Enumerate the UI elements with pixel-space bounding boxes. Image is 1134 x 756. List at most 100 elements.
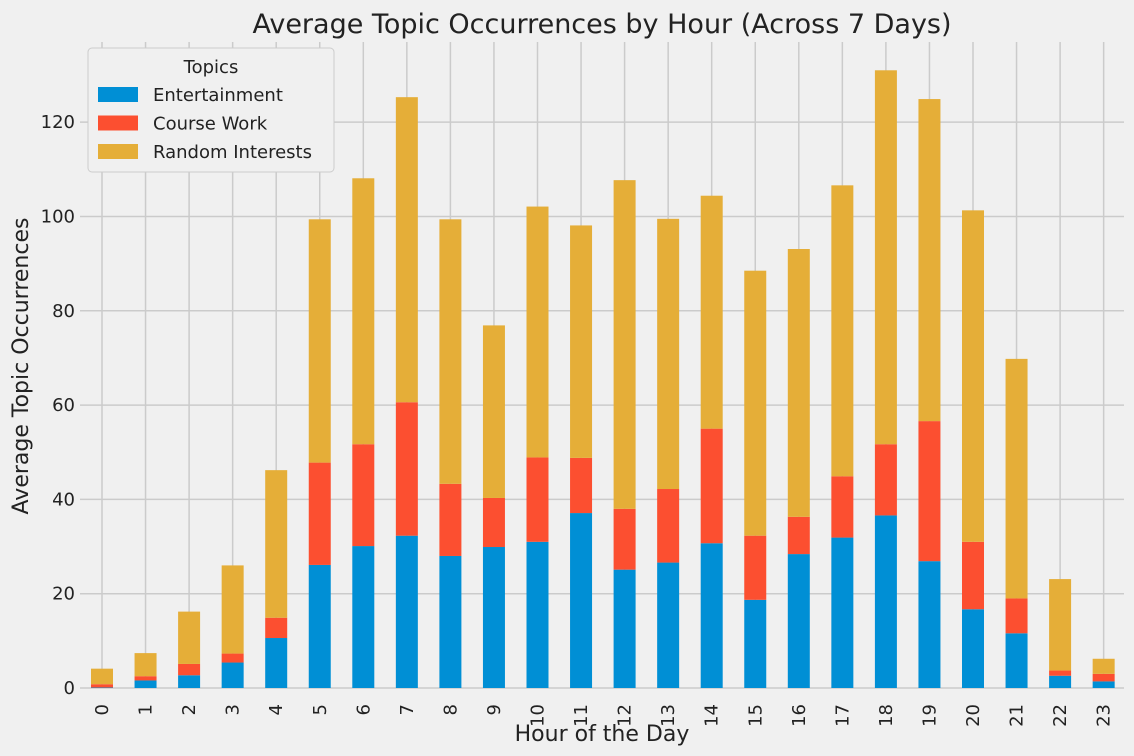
legend-items: Entertainment Course Work Random Interests <box>98 85 312 163</box>
y-tick-label: 40 <box>52 489 75 510</box>
legend-label: Entertainment <box>153 85 283 106</box>
bar-segment <box>1005 598 1028 634</box>
bar-segment <box>308 219 331 463</box>
x-tick-label: 20 <box>963 704 984 727</box>
bar-segment <box>91 668 113 685</box>
bar-segment <box>1092 681 1115 688</box>
x-tick-label: 10 <box>528 704 549 727</box>
x-tick-label: 0 <box>92 704 113 715</box>
bar-segment <box>918 561 941 688</box>
bar-segment <box>178 611 201 664</box>
bar-segment <box>221 565 244 654</box>
legend-title: Topics <box>183 57 239 78</box>
bar-segment <box>265 470 288 618</box>
bar-segment <box>134 653 157 677</box>
bar-segment <box>526 541 549 688</box>
chart-title: Average Topic Occurrences by Hour (Acros… <box>252 9 951 40</box>
bar-segment <box>308 564 331 688</box>
bar-segment <box>962 541 984 610</box>
bar-segment <box>134 680 157 688</box>
bar-segment <box>831 537 854 688</box>
bar-segment <box>787 554 810 688</box>
y-tick-label: 0 <box>64 678 75 699</box>
y-tick-label: 120 <box>41 112 75 133</box>
x-tick-label: 1 <box>136 704 157 715</box>
x-tick-label: 21 <box>1007 704 1028 727</box>
bar-segment <box>700 428 723 544</box>
bar-segment <box>570 457 593 514</box>
x-tick-label: 13 <box>658 704 679 727</box>
x-tick-label: 2 <box>179 704 200 715</box>
bar-segment <box>91 684 113 688</box>
bar-segment <box>874 70 897 445</box>
legend-swatch <box>98 144 138 159</box>
bar-segment <box>1005 633 1028 688</box>
x-tick-label: 22 <box>1050 704 1071 727</box>
x-ticks: 0 1 2 3 4 5 6 7 8 9 10 11 12 13 14 15 16 17 18 19 20 21 22 23 <box>92 704 1115 727</box>
bars <box>91 70 1115 688</box>
x-tick-label: 11 <box>571 704 592 727</box>
bar-segment <box>482 547 505 688</box>
bar-segment <box>744 599 767 688</box>
bar-segment <box>657 489 680 563</box>
y-tick-label: 60 <box>52 395 75 416</box>
bar-segment <box>874 515 897 688</box>
bar-segment <box>439 555 462 688</box>
bar-segment <box>918 421 941 562</box>
bar-segment <box>439 219 462 484</box>
bar-segment <box>221 653 244 663</box>
y-tick-label: 20 <box>52 584 75 605</box>
bar-segment <box>482 497 505 548</box>
x-tick-label: 16 <box>789 704 810 727</box>
bar-segment <box>1049 579 1072 671</box>
legend-box <box>87 47 335 173</box>
x-tick-label: 6 <box>353 704 374 715</box>
x-tick-label: 5 <box>310 704 331 715</box>
bar-segment <box>1092 673 1115 682</box>
x-tick-label: 12 <box>615 704 636 727</box>
legend-swatch <box>98 87 138 102</box>
x-tick-label: 4 <box>266 704 287 715</box>
bar-segment <box>178 675 201 688</box>
bar-segment <box>744 535 767 600</box>
bar-segment <box>613 508 636 570</box>
x-axis-label: Hour of the Day <box>515 722 690 747</box>
x-tick-label: 15 <box>745 704 766 727</box>
bar-segment <box>395 97 418 403</box>
bar-segment <box>962 609 984 688</box>
bar-segment <box>744 270 767 536</box>
y-ticks: 0 20 40 60 80 100 120 <box>41 112 75 699</box>
bar-segment <box>831 185 854 477</box>
y-tick-label: 80 <box>52 301 75 322</box>
x-tick-label: 23 <box>1094 704 1115 727</box>
bar-segment <box>265 638 288 688</box>
bar-segment <box>962 210 984 542</box>
bar-segment <box>570 225 593 458</box>
bar-segment <box>1092 658 1115 674</box>
x-tick-label: 18 <box>876 704 897 727</box>
bar-segment <box>221 662 244 688</box>
legend: Topics Entertainment Course Work Random In… <box>87 47 335 173</box>
x-tick-label: 19 <box>919 704 940 727</box>
bar-segment <box>352 444 375 547</box>
x-tick-label: 9 <box>484 704 505 715</box>
bar-segment <box>395 402 418 536</box>
x-tick-label: 7 <box>397 704 418 715</box>
bar-segment <box>308 462 331 565</box>
bar-segment <box>352 178 375 445</box>
bar-segment <box>700 543 723 688</box>
bar-segment <box>526 457 549 542</box>
bar-segment <box>482 325 505 498</box>
bar-segment <box>1005 358 1028 599</box>
bar-segment <box>613 180 636 509</box>
x-tick-label: 14 <box>702 704 723 727</box>
bar-segment <box>918 99 941 422</box>
bar-segment <box>439 483 462 556</box>
legend-swatch <box>98 115 138 131</box>
bar-segment <box>570 513 593 688</box>
bar-segment <box>831 476 854 538</box>
bar-segment <box>352 546 375 688</box>
bar-segment <box>178 663 201 676</box>
legend-label: Random Interests <box>153 142 312 163</box>
